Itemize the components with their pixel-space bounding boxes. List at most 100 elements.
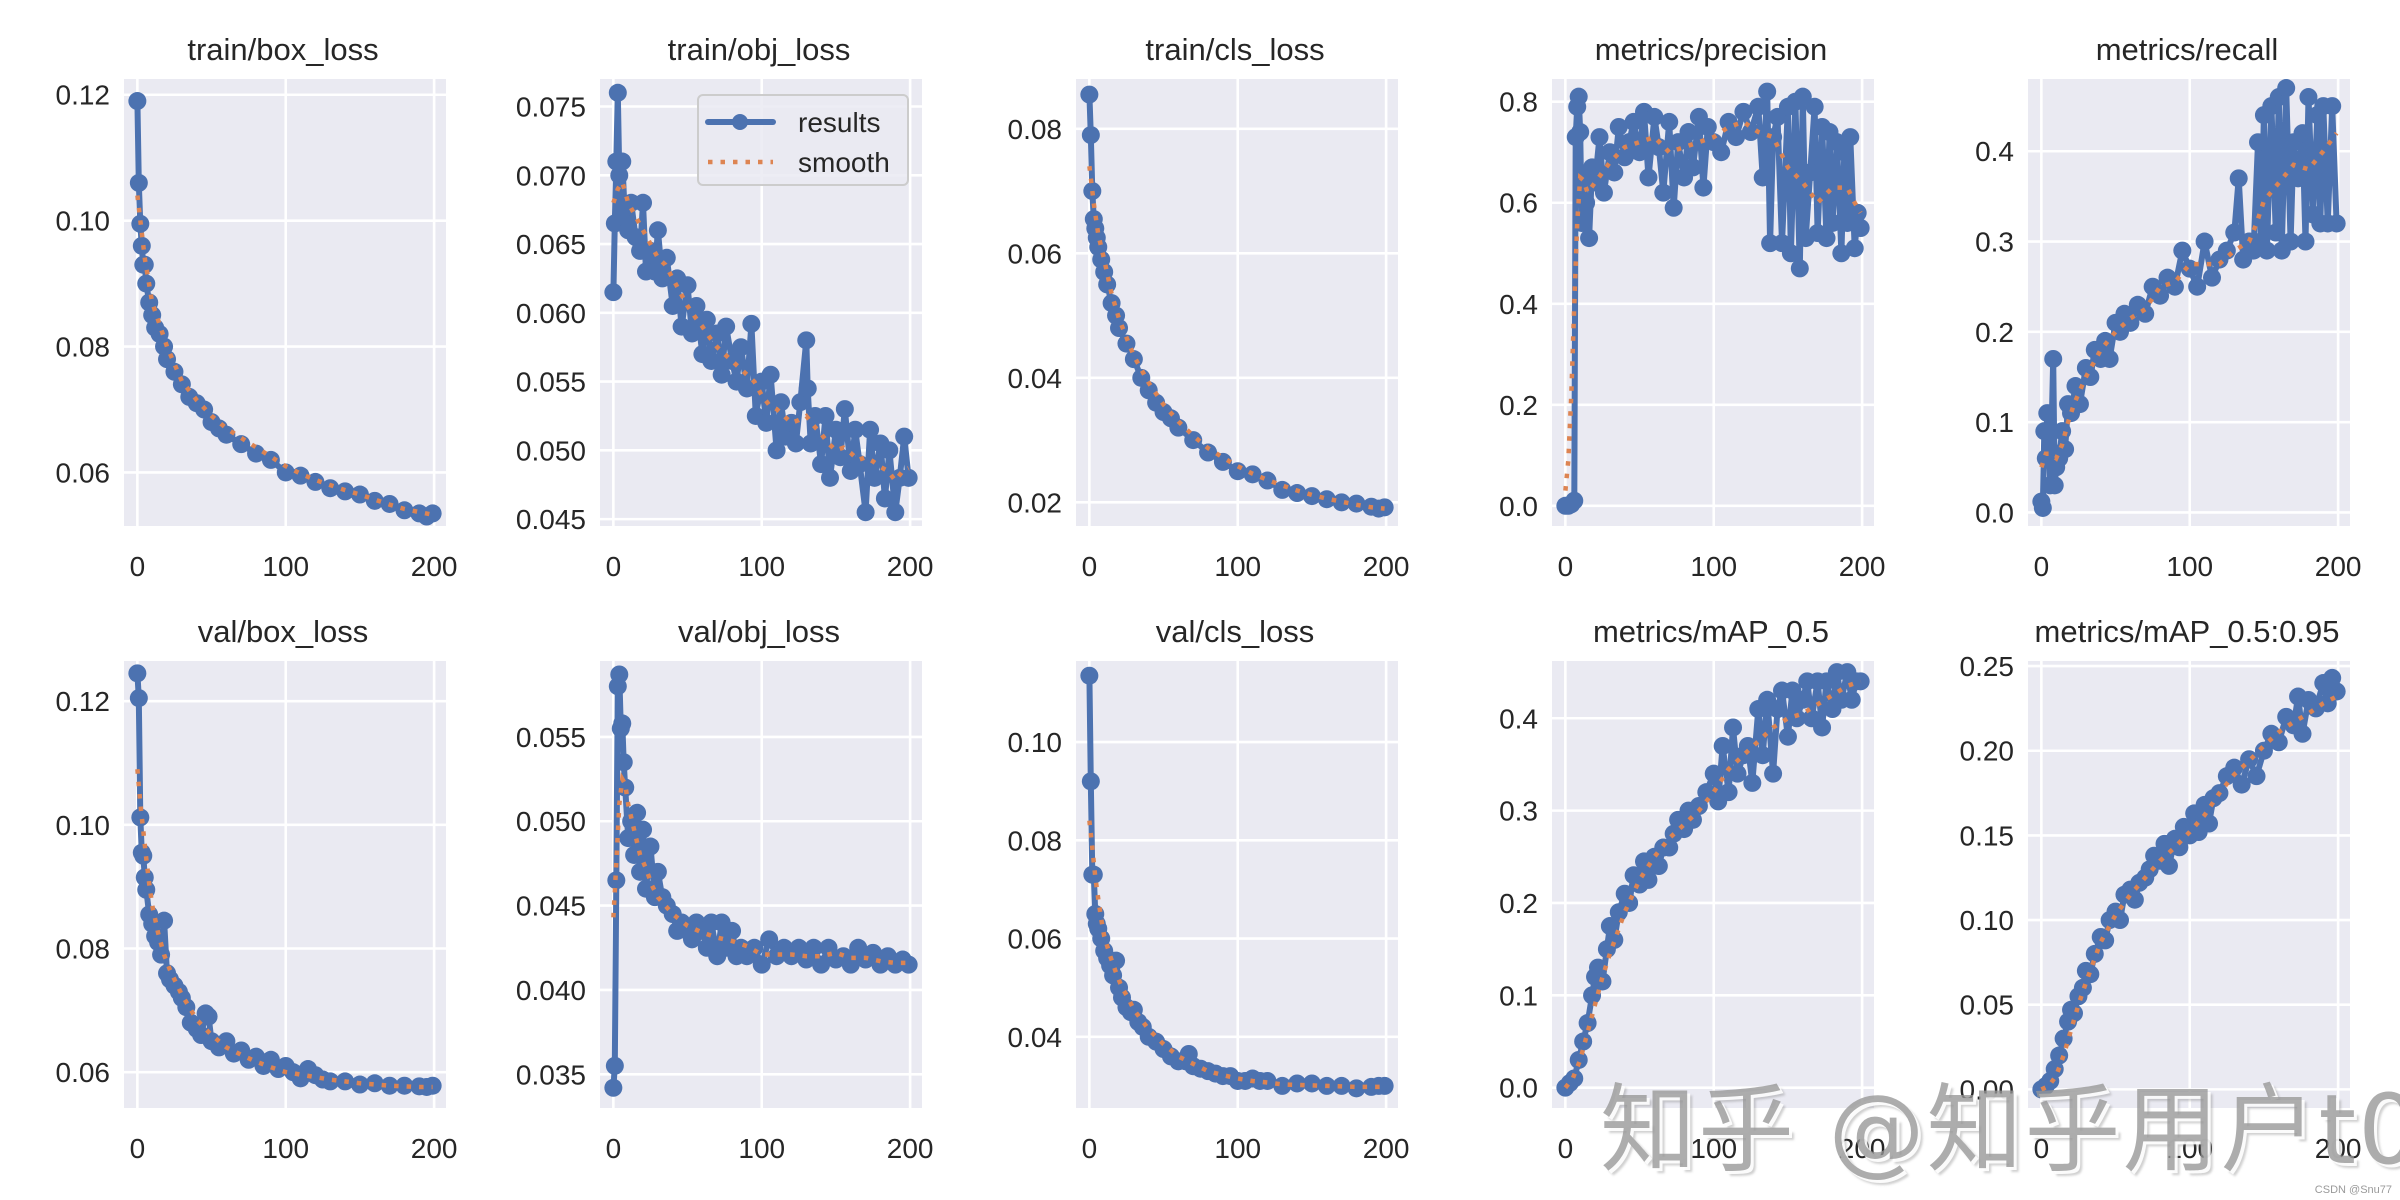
y-tick-label: 0.12 <box>56 686 111 717</box>
results-marker <box>723 921 742 940</box>
results-marker <box>1577 193 1596 212</box>
results-marker <box>631 862 650 881</box>
results-marker <box>2159 856 2178 875</box>
x-tick-label: 100 <box>738 551 785 582</box>
smooth-line <box>1563 679 1862 1090</box>
results-marker <box>1790 259 1809 278</box>
results-marker <box>1738 736 1757 755</box>
results-marker <box>217 425 236 444</box>
y-tick-label: 0.3 <box>1975 227 2014 258</box>
smooth-line <box>611 772 909 966</box>
results-marker <box>772 393 791 412</box>
results-marker <box>1845 239 1864 258</box>
subplot-title: val/box_loss <box>198 614 369 649</box>
results-marker <box>1081 126 1100 145</box>
results-marker <box>1743 773 1762 792</box>
x-tick-label: 0 <box>1558 1133 1574 1164</box>
results-marker <box>2247 767 2266 786</box>
results-marker <box>2044 349 2063 368</box>
results-marker <box>835 400 854 419</box>
results-marker <box>613 714 632 733</box>
results-marker <box>731 338 750 357</box>
results-marker <box>786 434 805 453</box>
x-tick-label: 100 <box>738 1133 785 1164</box>
x-tick-label: 100 <box>262 1133 309 1164</box>
y-tick-label: 0.2 <box>1975 317 2014 348</box>
results-marker <box>812 955 831 974</box>
y-tick-label: 0.08 <box>56 933 111 964</box>
results-marker <box>634 193 653 212</box>
results-marker <box>1848 203 1867 222</box>
results-marker <box>865 468 884 487</box>
results-marker <box>395 1076 414 1095</box>
results-marker <box>712 365 731 384</box>
y-tick-label: 0.0 <box>1499 491 1538 522</box>
results-marker <box>1332 493 1351 512</box>
x-tick-label: 0 <box>1082 551 1098 582</box>
y-tick-label: 0.055 <box>516 722 586 753</box>
results-marker <box>608 83 627 102</box>
y-tick-label: 0.070 <box>516 160 586 191</box>
y-tick-label: 0.060 <box>516 298 586 329</box>
results-marker <box>1317 490 1336 509</box>
results-marker <box>199 1007 218 1026</box>
results-marker <box>2249 133 2267 152</box>
results-marker <box>423 504 442 523</box>
x-tick-label: 200 <box>411 551 458 582</box>
results-marker <box>745 938 764 957</box>
results-marker <box>1600 917 1619 936</box>
y-tick-label: 0.12 <box>56 80 111 111</box>
results-marker <box>380 1076 399 1095</box>
results-marker <box>1302 487 1321 506</box>
results-marker <box>2289 169 2308 188</box>
results-marker <box>1645 107 1664 126</box>
results-marker <box>1589 958 1607 977</box>
results-marker <box>131 808 150 827</box>
subplot-title: metrics/precision <box>1595 32 1828 67</box>
results-marker <box>1741 123 1760 142</box>
x-tick-label: 200 <box>411 1133 458 1164</box>
results-marker <box>1805 97 1824 116</box>
results-marker <box>875 489 894 508</box>
results-marker <box>2035 422 2054 441</box>
y-tick-label: 0.08 <box>1008 114 1063 145</box>
x-tick-label: 100 <box>1690 551 1737 582</box>
y-tick-label: 0.075 <box>516 92 586 123</box>
results-marker <box>2217 241 2236 260</box>
y-tick-label: 0.06 <box>1008 238 1063 269</box>
results-marker <box>321 479 340 498</box>
results-marker <box>2045 476 2064 495</box>
y-tick-label: 0.4 <box>1499 703 1538 734</box>
subplot-title: train/box_loss <box>187 32 378 67</box>
y-tick-label: 0.05 <box>1960 990 2015 1021</box>
subplot-val-obj-loss: val/obj_loss 0.035 0.040 0.045 0.050 0.055 0 10… <box>516 614 934 1164</box>
results-marker <box>1213 452 1232 471</box>
y-tick-label: 0.1 <box>1975 407 2014 438</box>
x-tick-label: 200 <box>1363 1133 1410 1164</box>
x-tick-label: 0 <box>1558 551 1574 582</box>
results-marker <box>261 450 280 469</box>
results-marker <box>1124 350 1143 369</box>
x-tick-label: 100 <box>2166 551 2213 582</box>
results-marker <box>1609 117 1628 136</box>
results-marker <box>663 296 682 315</box>
results-marker <box>1565 1069 1584 1088</box>
results-marker <box>1615 148 1634 167</box>
x-tick-label: 0 <box>130 1133 146 1164</box>
results-marker <box>1768 700 1787 719</box>
smooth-line <box>2040 694 2338 1092</box>
y-tick-label: 0.00 <box>1960 1074 2015 1105</box>
results-marker <box>2229 169 2248 188</box>
subplot-train-cls-loss: train/cls_loss 0.02 0.04 0.06 0.08 0 100 200 <box>1008 32 1410 582</box>
results-marker <box>1753 746 1772 765</box>
subplot-title: metrics/recall <box>2096 32 2279 67</box>
x-tick-label: 200 <box>1363 551 1410 582</box>
subplot-title: metrics/mAP_0.5:0.95 <box>2035 614 2340 649</box>
results-marker <box>2327 682 2346 701</box>
results-marker <box>613 152 632 171</box>
results-marker <box>604 283 623 302</box>
results-marker <box>1098 275 1117 294</box>
results-marker <box>895 427 914 446</box>
results-marker <box>826 420 845 439</box>
results-marker <box>1630 143 1649 162</box>
